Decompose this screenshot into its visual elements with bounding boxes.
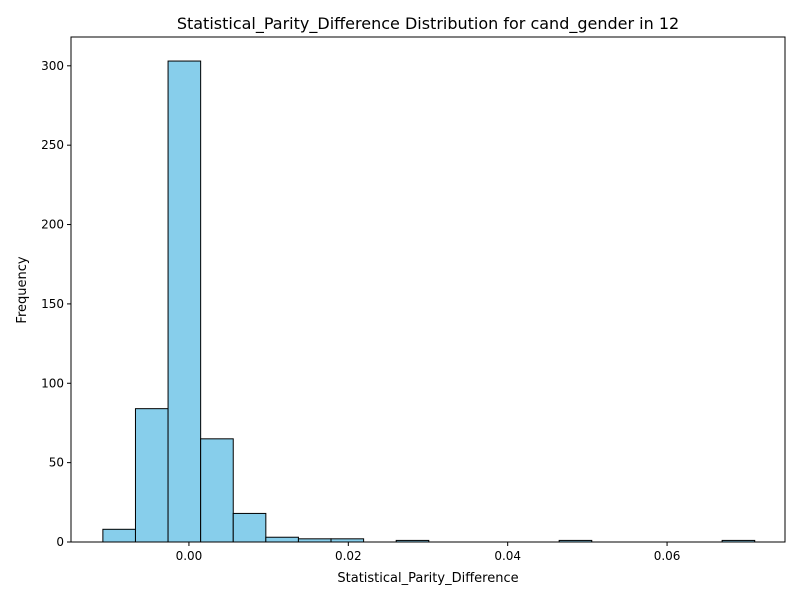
x-tick-label: 0.00 bbox=[176, 549, 203, 563]
histogram-bar bbox=[200, 438, 234, 543]
x-tick-label: 0.02 bbox=[335, 549, 362, 563]
y-tick-label: 50 bbox=[49, 456, 64, 470]
x-tick-label: 0.04 bbox=[494, 549, 521, 563]
plot-frame bbox=[70, 36, 786, 543]
x-tick-label: 0.06 bbox=[654, 549, 681, 563]
y-tick-label: 150 bbox=[41, 297, 64, 311]
y-tick-label: 0 bbox=[56, 535, 64, 549]
x-axis-label: Statistical_Parity_Difference bbox=[337, 571, 518, 586]
y-axis-ticks: 0 50 100 150 200 250 300 bbox=[41, 59, 71, 549]
histogram-bar bbox=[102, 528, 136, 543]
y-tick-label: 100 bbox=[41, 376, 64, 390]
histogram-bar bbox=[265, 536, 299, 543]
y-axis-label: Frequency bbox=[15, 256, 30, 323]
chart-title: Statistical_Parity_Difference Distributi… bbox=[177, 14, 679, 34]
x-axis-ticks: 0.00 0.02 0.04 0.06 bbox=[176, 542, 681, 563]
histogram-bar bbox=[134, 408, 169, 543]
y-tick-label: 250 bbox=[41, 138, 64, 152]
histogram-bar bbox=[167, 60, 202, 543]
bars-layer bbox=[102, 60, 756, 543]
y-tick-label: 200 bbox=[41, 218, 64, 232]
y-tick-label: 300 bbox=[41, 59, 64, 73]
histogram-bar bbox=[232, 512, 267, 543]
